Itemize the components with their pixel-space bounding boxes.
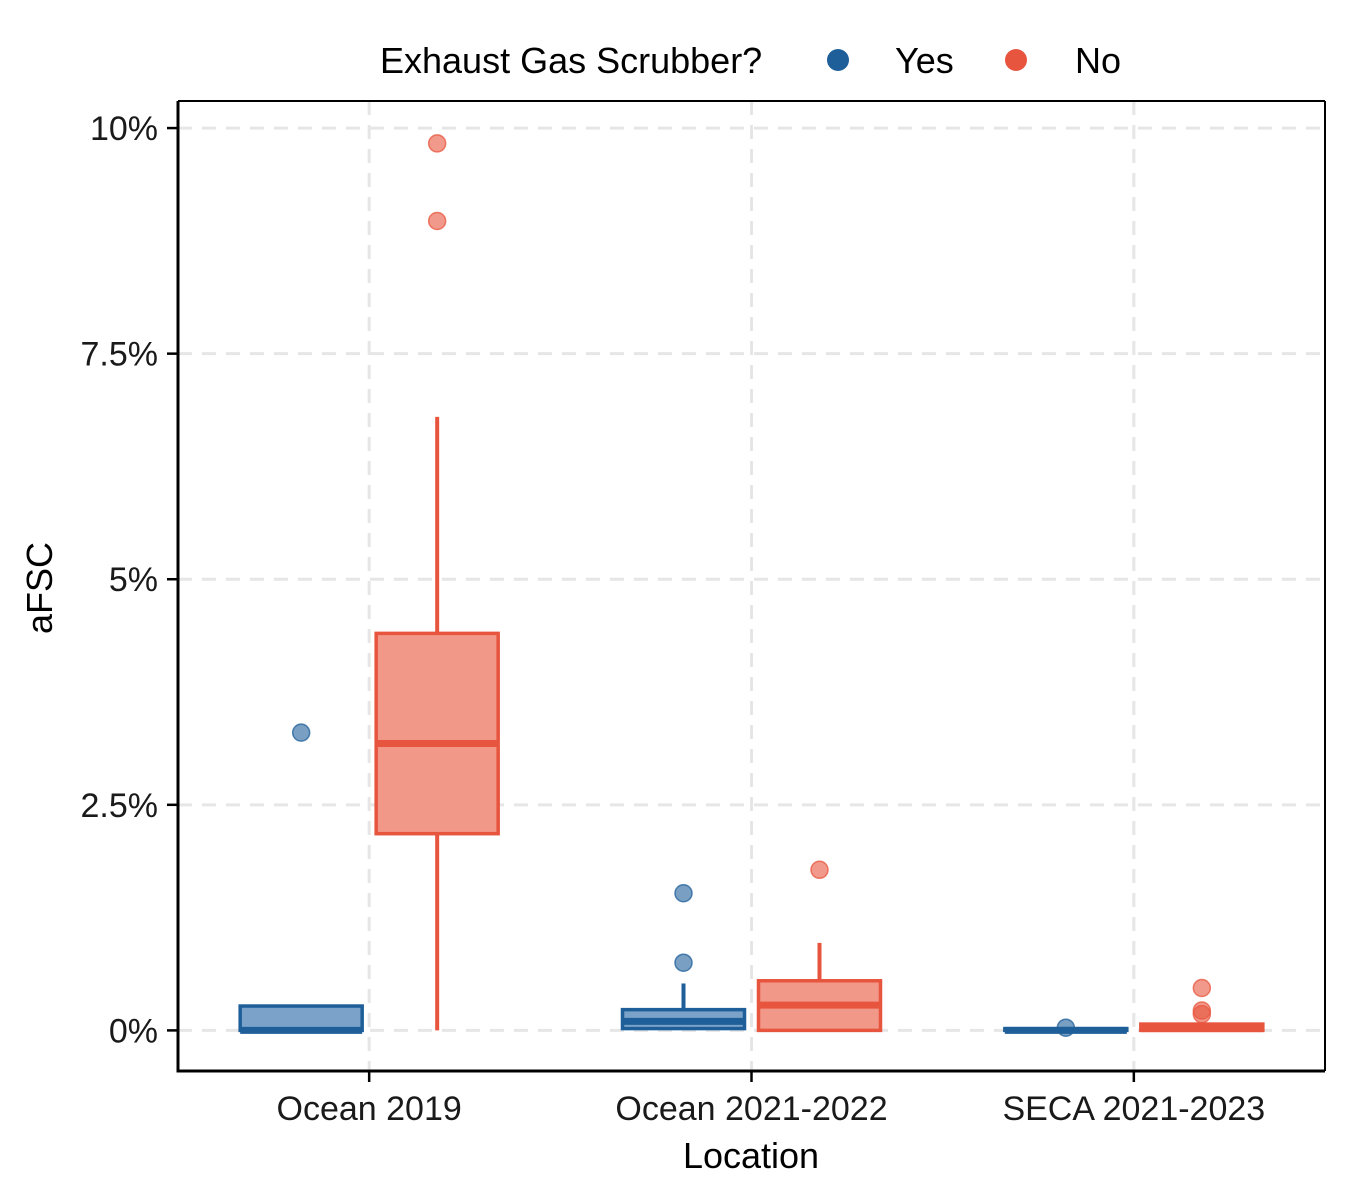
legend-no-label: No [1075, 40, 1121, 81]
x-tick-label: Ocean 2019 [277, 1090, 462, 1128]
legend: Exhaust Gas Scrubber? Yes No [380, 40, 1121, 81]
outlier-point [674, 953, 693, 972]
y-tick-label: 5% [109, 561, 158, 599]
outlier-point [810, 860, 829, 880]
y-tick-label: 7.5% [81, 336, 159, 374]
legend-title: Exhaust Gas Scrubber? [380, 40, 762, 81]
outlier-point [1192, 978, 1212, 998]
outlier-point [674, 883, 693, 903]
boxes [238, 134, 1265, 1037]
x-tick-label: SECA 2021-2023 [1002, 1090, 1265, 1128]
x-axis-title: Location [683, 1135, 819, 1176]
outlier-point [427, 211, 447, 231]
legend-no-marker [1005, 49, 1027, 71]
box-no-1 [756, 860, 883, 1033]
outlier-point [1056, 1018, 1076, 1037]
y-axis-title: aFSC [19, 542, 60, 634]
y-tick-label: 10% [90, 110, 158, 148]
outlier-point [291, 723, 311, 742]
outlier-point [427, 134, 447, 153]
box-yes-0 [238, 723, 364, 1034]
y-tick-label: 2.5% [81, 787, 159, 825]
y-tick-label: 0% [109, 1012, 158, 1050]
box-yes-1 [620, 883, 747, 1031]
grid-lines [178, 101, 1325, 1071]
legend-yes-label: Yes [895, 40, 954, 81]
x-tick-label: Ocean 2021-2022 [615, 1090, 887, 1128]
axes: 0% 2.5% 5% 7.5% 10% Ocean 2019 Ocean 2021-2022… [81, 100, 1326, 1128]
legend-yes-marker [827, 49, 849, 71]
box-body [238, 1004, 364, 1033]
box-body [374, 631, 500, 836]
box-no-2 [1139, 978, 1265, 1033]
box-yes-2 [1003, 1018, 1129, 1037]
box-no-0 [374, 134, 500, 1031]
outlier-point [1192, 1001, 1212, 1020]
